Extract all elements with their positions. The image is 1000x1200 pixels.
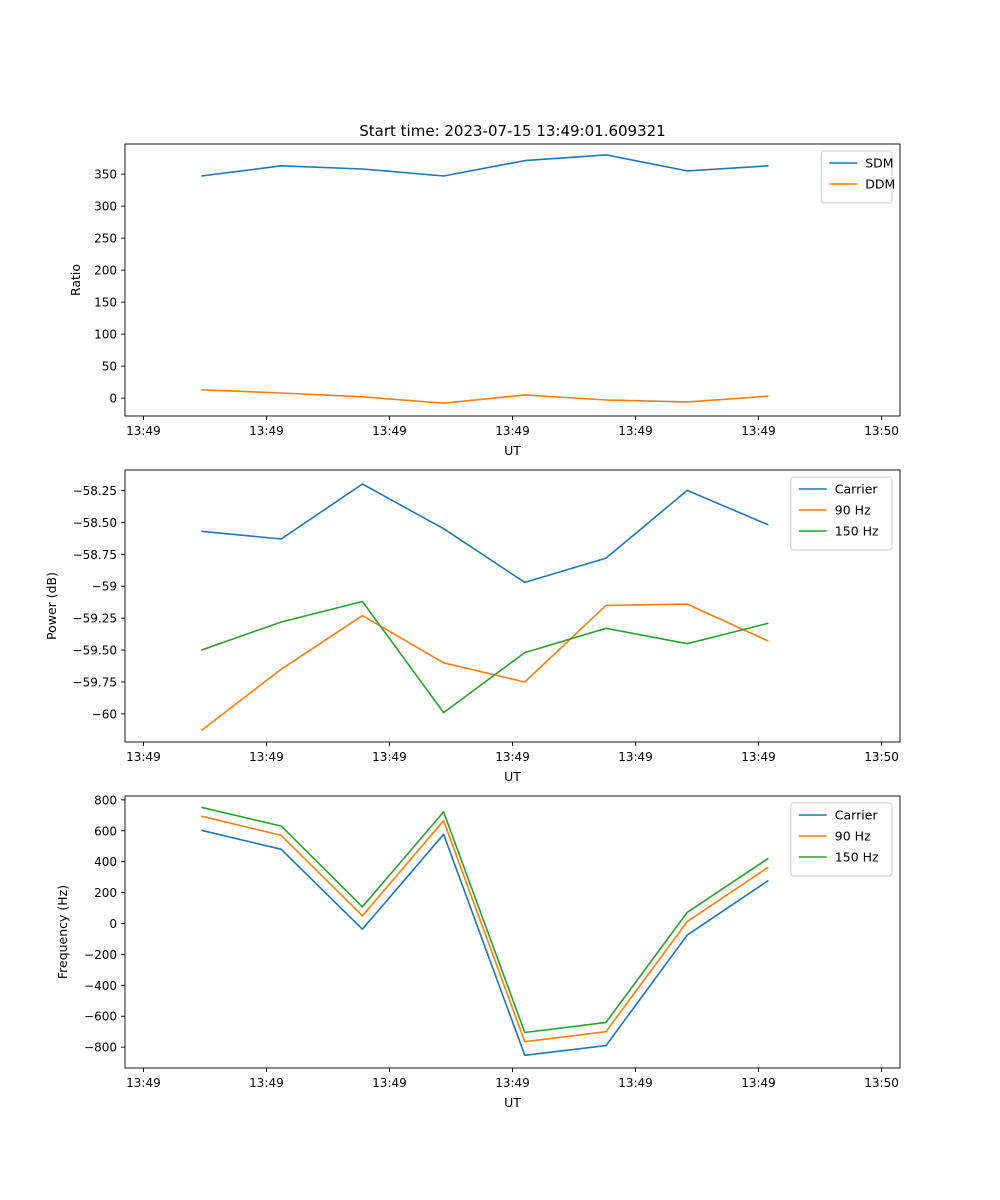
panel0-x-tick-label: 13:49 — [126, 424, 161, 438]
panel2-x-tick-label: 13:49 — [741, 1076, 776, 1090]
panel2-x-axis-label: UT — [504, 1095, 521, 1110]
panel1-legend-label-90-hz: 90 Hz — [835, 503, 871, 518]
panel1-y-tick-label: −58.75 — [73, 548, 117, 562]
panel2-y-tick-label: −200 — [84, 948, 117, 962]
panel0-y-tick-label: 350 — [94, 168, 117, 182]
panel2-y-tick-label: −800 — [84, 1041, 117, 1055]
panel2-y-tick-label: 200 — [94, 886, 117, 900]
panel2-x-tick-label: 13:49 — [495, 1076, 530, 1090]
panel1-y-tick-label: −59 — [92, 580, 117, 594]
panel1-x-tick-label: 13:49 — [249, 750, 284, 764]
panel1-series-carrier-line — [201, 483, 769, 584]
panel0-y-tick-label: 250 — [94, 232, 117, 246]
panel0-x-tick-label: 13:49 — [249, 424, 284, 438]
panel0-legend-label-sdm: SDM — [865, 156, 893, 171]
panel0-y-axis-label: Ratio — [68, 264, 83, 296]
panel0-series-sdm-line — [201, 154, 769, 177]
panel2-series-carrier-line — [201, 829, 769, 1057]
panel0-legend: SDM DDM — [820, 150, 895, 204]
chart-title: Start time: 2023-07-15 13:49:01.609321 — [359, 122, 665, 140]
ratio-panel: 13:49 13:49 13:49 13:49 13:49 13:49 13:50 0 50 10… — [68, 143, 901, 458]
panel1-x-tick-label: 13:49 — [495, 750, 530, 764]
panel2-y-tick-label: −600 — [84, 1010, 117, 1024]
panel1-legend-label-150-hz: 150 Hz — [835, 524, 879, 539]
panel0-x-tick-label: 13:49 — [372, 424, 407, 438]
panel2-series-150-hz-line — [201, 806, 769, 1034]
panel1-x-tick-label: 13:49 — [741, 750, 776, 764]
panel2-legend-label-150-hz: 150 Hz — [835, 850, 879, 865]
panel1-series-150-hz-line — [201, 600, 769, 714]
panel0-x-tick-label: 13:50 — [864, 424, 899, 438]
panel2-y-tick-label: 0 — [109, 917, 117, 931]
frequency-panel: 13:49 13:49 13:49 13:49 13:49 13:49 13:50 −800 −… — [55, 793, 901, 1110]
panel1-y-tick-label: −59.25 — [73, 612, 117, 626]
panel2-y-tick-label: −400 — [84, 979, 117, 993]
panel1-y-tick-label: −59.75 — [73, 675, 117, 689]
panel2-y-tick-label: 600 — [94, 824, 117, 838]
panel0-y-tick-label: 100 — [94, 328, 117, 342]
panel2-x-tick-label: 13:49 — [126, 1076, 161, 1090]
panel2-y-axis-label: Frequency (Hz) — [55, 885, 70, 979]
panel0-x-tick-label: 13:49 — [495, 424, 530, 438]
panel0-x-tick-label: 13:49 — [741, 424, 776, 438]
panel2-x-tick-label: 13:49 — [372, 1076, 407, 1090]
panel0-y-tick-label: 200 — [94, 264, 117, 278]
panel2-y-tick-label: 800 — [94, 793, 117, 807]
panel1-x-tick-label: 13:50 — [864, 750, 899, 764]
panel2-x-tick-label: 13:49 — [618, 1076, 653, 1090]
panel0-series-ddm-line — [201, 389, 769, 405]
power-panel: 13:49 13:49 13:49 13:49 13:49 13:49 13:50 −60 −5… — [44, 469, 901, 784]
panel1-legend: Carrier 90 Hz 150 Hz — [790, 476, 893, 551]
panel1-y-tick-label: −60 — [92, 707, 117, 721]
panel0-legend-box — [820, 150, 893, 204]
panel0-x-axis-label: UT — [504, 443, 521, 458]
panel2-x-tick-label: 13:50 — [864, 1076, 899, 1090]
panel1-x-tick-label: 13:49 — [618, 750, 653, 764]
panel2-series-90-hz-line — [201, 815, 769, 1043]
panel2-legend-label-90-hz: 90 Hz — [835, 829, 871, 844]
panel2-legend: Carrier 90 Hz 150 Hz — [790, 802, 893, 877]
panel2-legend-label-carrier: Carrier — [835, 808, 879, 823]
panel1-y-tick-label: −58.50 — [73, 516, 117, 530]
panel1-y-tick-label: −58.25 — [73, 484, 117, 498]
panel1-x-axis-label: UT — [504, 769, 521, 784]
panel0-y-tick-label: 300 — [94, 200, 117, 214]
panel1-legend-label-carrier: Carrier — [835, 482, 879, 497]
panel0-legend-label-ddm: DDM — [865, 177, 895, 192]
panel2-y-tick-label: 400 — [94, 855, 117, 869]
panel2-x-tick-label: 13:49 — [249, 1076, 284, 1090]
panel1-x-tick-label: 13:49 — [126, 750, 161, 764]
panel1-y-axis-label: Power (dB) — [44, 572, 59, 640]
panel0-y-tick-label: 50 — [102, 360, 117, 374]
panel1-y-tick-label: −59.50 — [73, 644, 117, 658]
panel0-x-tick-label: 13:49 — [618, 424, 653, 438]
panel0-y-tick-label: 0 — [109, 392, 117, 406]
panel0-y-tick-label: 150 — [94, 296, 117, 310]
panel1-series-90-hz-line — [200, 603, 769, 732]
panel1-x-tick-label: 13:49 — [372, 750, 407, 764]
